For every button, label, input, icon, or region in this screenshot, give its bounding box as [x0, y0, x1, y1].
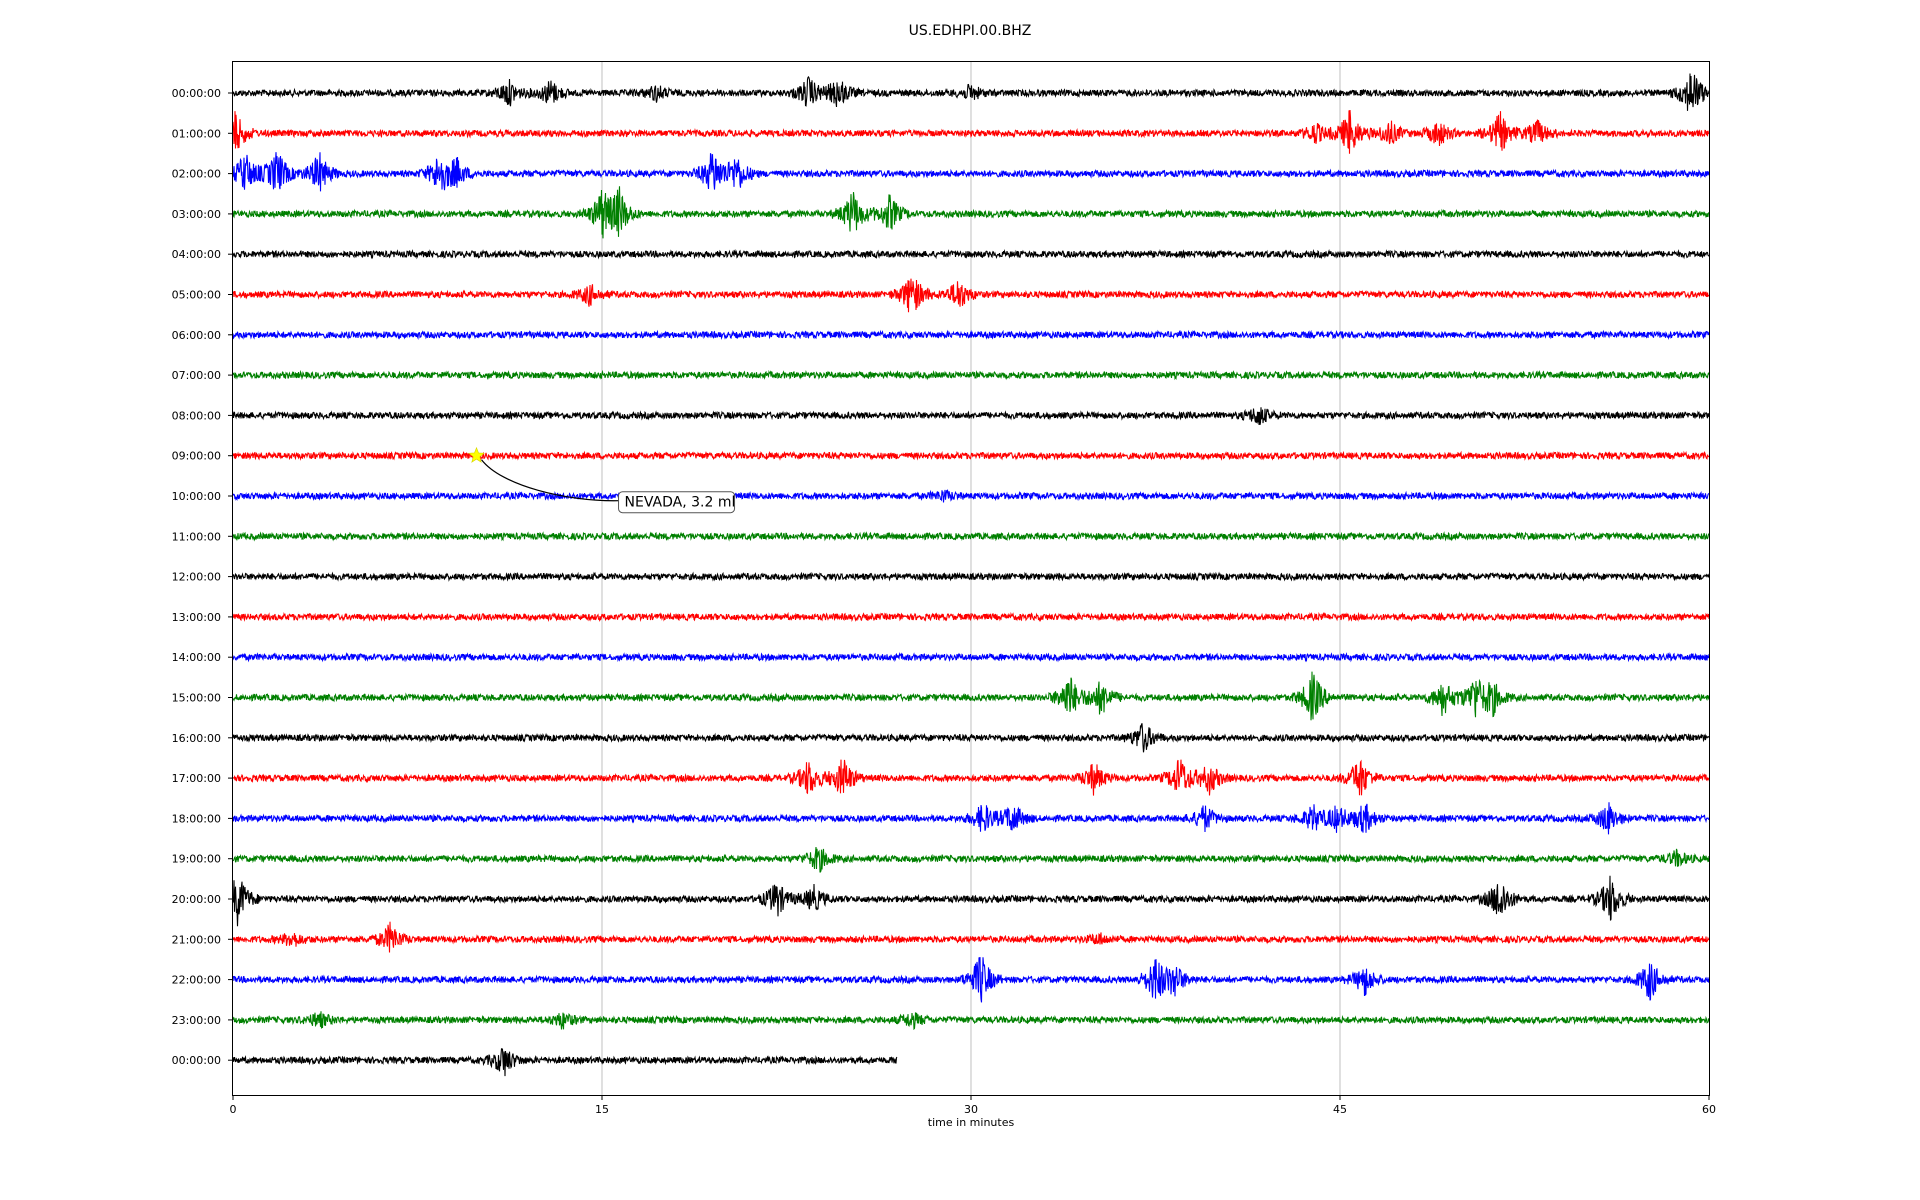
trace-line: [232, 651, 1710, 663]
x-axis-label: time in minutes: [928, 1116, 1015, 1129]
annotation-connector: [481, 459, 619, 502]
trace-line: [232, 73, 1710, 111]
event-annotation: NEVADA, 3.2 ml: [468, 446, 736, 514]
y-tick-label: 23:00:00: [172, 1014, 221, 1027]
annotation-box: [618, 491, 736, 514]
trace-line: [232, 571, 1710, 582]
trace-line: [232, 450, 1710, 461]
trace-line: [232, 248, 1710, 260]
y-tick-label: 21:00:00: [172, 933, 221, 946]
seismic-traces: [232, 73, 1710, 1077]
y-tick-label: 11:00:00: [172, 530, 221, 543]
trace-line: [232, 186, 1710, 239]
trace-line: [232, 1048, 898, 1077]
y-tick-label: 16:00:00: [172, 732, 221, 745]
y-tick-label: 10:00:00: [172, 490, 221, 503]
trace-line: [232, 489, 1710, 503]
x-tick-label: 30: [964, 1103, 978, 1116]
trace-line: [232, 1011, 1710, 1031]
event-star-marker: [468, 446, 485, 463]
y-tick-label: 20:00:00: [172, 893, 221, 906]
y-tick-label: 18:00:00: [172, 812, 221, 825]
y-tick-label: 03:00:00: [172, 208, 221, 221]
y-tick-label: 05:00:00: [172, 289, 221, 302]
annotation-text: NEVADA, 3.2 ml: [625, 495, 736, 511]
plot-frame: [232, 61, 1710, 1096]
trace-line: [232, 875, 1710, 927]
y-tick-label: 22:00:00: [172, 974, 221, 987]
trace-line: [232, 957, 1710, 1003]
y-tick-label: 12:00:00: [172, 571, 221, 584]
trace-line: [232, 759, 1710, 796]
x-tick-label: 15: [595, 1103, 609, 1116]
trace-line: [232, 329, 1710, 340]
trace-line: [232, 407, 1710, 426]
y-tick-label: 07:00:00: [172, 369, 221, 382]
y-tick-label: 13:00:00: [172, 611, 221, 624]
trace-line: [232, 531, 1710, 542]
y-tick-label: 06:00:00: [172, 329, 221, 342]
trace-line: [232, 846, 1710, 873]
trace-line: [232, 671, 1710, 721]
trace-line: [232, 921, 1710, 953]
trace-line: [232, 152, 1710, 192]
chart-title: US.EDHPI.00.BHZ: [909, 23, 1032, 39]
y-tick-label: 08:00:00: [172, 409, 221, 422]
trace-line: [232, 802, 1710, 835]
x-tick-label: 60: [1702, 1103, 1716, 1116]
x-tick-label: 45: [1333, 1103, 1347, 1116]
trace-line: [232, 723, 1710, 753]
y-tick-label: 02:00:00: [172, 168, 221, 181]
y-tick-label: 00:00:00: [172, 87, 221, 100]
y-tick-label: 15:00:00: [172, 692, 221, 705]
y-tick-label: 14:00:00: [172, 651, 221, 664]
y-tick-labels: 00:00:00 01:00:00 02:00:00 03:00:00 04:00:00…: [172, 87, 233, 1067]
y-tick-label: 04:00:00: [172, 248, 221, 261]
trace-line: [232, 611, 1710, 623]
trace-line: [232, 109, 1710, 154]
y-tick-label: 01:00:00: [172, 127, 221, 140]
trace-line: [232, 278, 1710, 313]
x-axis-ticks: 0 15 30 45 60: [230, 1095, 1716, 1116]
y-tick-label: 09:00:00: [172, 450, 221, 463]
y-tick-label: 00:00:00: [172, 1054, 221, 1067]
x-tick-label: 0: [230, 1103, 237, 1116]
y-tick-label: 19:00:00: [172, 853, 221, 866]
y-tick-label: 17:00:00: [172, 772, 221, 785]
trace-line: [232, 369, 1710, 381]
